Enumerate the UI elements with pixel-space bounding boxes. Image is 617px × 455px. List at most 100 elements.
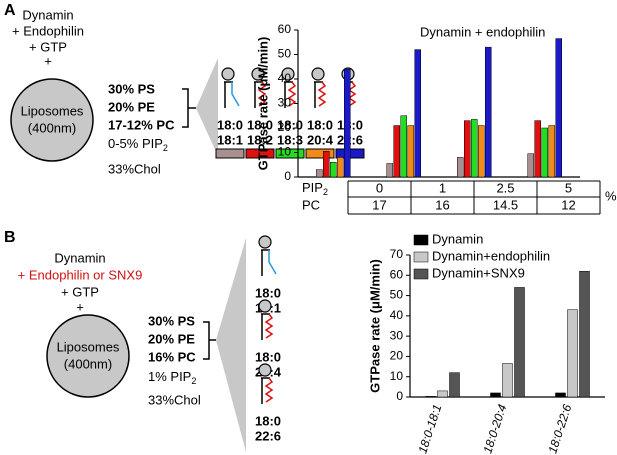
- pip2: 0-5% PIP: [108, 136, 163, 151]
- lipid: 20% PE: [148, 331, 195, 346]
- bar: [344, 68, 351, 178]
- bar: [407, 125, 414, 178]
- legend-label: Dynamin+endophilin: [432, 248, 550, 263]
- bar: [548, 125, 555, 178]
- y-axis-label: GTPase rate (μM/min): [367, 259, 382, 393]
- species-swatch: [215, 148, 245, 159]
- y-tick-label: 20: [390, 349, 404, 363]
- funnel: [196, 58, 218, 156]
- bar: [414, 49, 421, 178]
- species-label: 18:0: [247, 117, 273, 132]
- bar: [478, 125, 485, 178]
- y-axis-label: GTPase rate (μM/min): [255, 37, 270, 171]
- lipid: 33%Chol: [108, 161, 161, 176]
- lipid-head: [258, 235, 272, 249]
- lipid-head: [258, 299, 272, 313]
- bracket: [203, 321, 216, 360]
- condition: + Endophilin: [12, 23, 84, 38]
- bar: [337, 157, 344, 178]
- x-tick-label: 18:0-18:1: [415, 403, 444, 455]
- lipid-head: [311, 67, 325, 81]
- liposome-label: (400nm): [28, 120, 76, 135]
- lipid-tail: [231, 82, 240, 107]
- lipid-head: [281, 67, 295, 81]
- bar: [449, 372, 460, 398]
- x-tick-label: 1: [439, 180, 446, 195]
- bar: [323, 151, 330, 178]
- bar: [471, 119, 478, 178]
- y-tick-label: 10: [278, 145, 292, 159]
- lipid: 30% PS: [148, 313, 195, 328]
- lipid-head: [251, 67, 265, 81]
- species-label: 18:1: [217, 132, 243, 147]
- species-swatch: [245, 148, 275, 159]
- lipid: 33%Chol: [148, 392, 201, 407]
- x-tick-label: 5: [565, 180, 572, 195]
- condition: Dynamin: [54, 250, 105, 265]
- y-tick-label: 40: [278, 71, 292, 85]
- lipid: 16% PC: [148, 349, 196, 364]
- bar: [555, 392, 566, 398]
- y-tick-label: 60: [390, 267, 404, 281]
- pip2: 1% PIP: [148, 369, 191, 384]
- condition: + GTP: [29, 39, 67, 54]
- lipid-head: [221, 67, 235, 81]
- liposome: [46, 314, 130, 398]
- x-tick-label: 18:0-20:4: [480, 402, 509, 455]
- legend-swatch: [413, 234, 429, 246]
- species-swatch: [305, 148, 335, 159]
- y-tick-label: 0: [396, 389, 403, 403]
- condition: +: [44, 53, 52, 68]
- lipid-tail: [264, 313, 274, 339]
- bar: [555, 38, 562, 178]
- lipid-head: [258, 363, 272, 377]
- bar: [485, 46, 492, 178]
- bar: [514, 287, 525, 398]
- species-label: 18:0: [255, 413, 281, 428]
- bar: [457, 157, 464, 178]
- lipid-tail: [347, 81, 357, 107]
- lipid: 1% PIP2: [148, 369, 196, 386]
- species-label: 18:0: [277, 117, 303, 132]
- bar: [527, 153, 534, 178]
- legend-label: Dynamin+SNX9: [432, 265, 525, 280]
- legend-swatch: [413, 251, 429, 263]
- lipid: 20% PE: [108, 99, 155, 114]
- lipid-tail: [264, 377, 274, 403]
- unit: %: [605, 188, 617, 203]
- lipid-tail: [257, 81, 267, 107]
- y-tick-label: 60: [278, 22, 292, 36]
- y-tick-label: 50: [278, 47, 292, 61]
- species-label: 22:6: [255, 428, 281, 443]
- y-tick-label: 50: [390, 288, 404, 302]
- pip2-sub: 2: [163, 143, 168, 153]
- pc-value: 12: [561, 197, 575, 212]
- bar: [437, 390, 448, 398]
- lipid-tail: [268, 250, 277, 275]
- lipid-tail: [317, 81, 327, 107]
- species-label: 18:0: [255, 285, 281, 300]
- pip2-sub: 2: [323, 187, 328, 197]
- bar: [386, 163, 393, 178]
- liposome-label: (400nm): [64, 356, 112, 371]
- y-tick-label: 70: [390, 247, 404, 261]
- x-tick-label: 18:0-22:6: [545, 402, 574, 455]
- x-tick-label: 2.5: [496, 180, 514, 195]
- pip2-sub: 2: [191, 376, 196, 386]
- bar: [393, 125, 400, 178]
- species-label: 18:0: [307, 117, 333, 132]
- species-label: 18:0: [217, 117, 243, 132]
- lipid-tail: [287, 81, 297, 107]
- bar: [567, 309, 578, 398]
- y-tick-label: 0: [284, 169, 291, 183]
- species-swatch: [275, 148, 305, 159]
- lipid: 30% PS: [108, 81, 155, 96]
- bar: [502, 363, 513, 398]
- bar: [464, 120, 471, 178]
- liposome: [10, 78, 94, 162]
- condition: Dynamin: [22, 7, 73, 22]
- bar: [330, 162, 337, 178]
- bar: [541, 127, 548, 178]
- y-tick-label: 10: [390, 369, 404, 383]
